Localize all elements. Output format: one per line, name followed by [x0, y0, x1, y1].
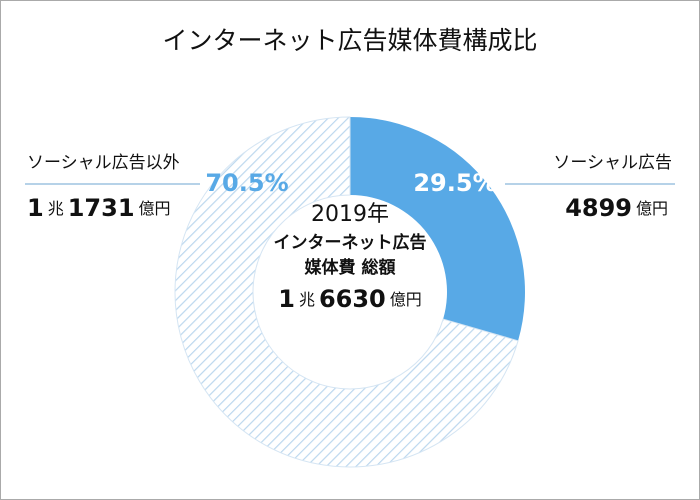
amount-part: 1	[27, 194, 44, 222]
amount-part: 6630	[319, 285, 386, 313]
total-label: 1 兆 6630 億円	[278, 285, 422, 313]
donut-slice	[350, 117, 525, 341]
amount-part: 4899	[565, 194, 632, 222]
amount-part: 兆	[299, 290, 315, 309]
amount-part: 兆	[48, 199, 64, 218]
amount-part: 億円	[139, 199, 171, 218]
amount-label: 4899 億円	[565, 194, 668, 222]
amount-part: 億円	[390, 290, 422, 309]
chart-title: インターネット広告媒体費構成比	[162, 26, 537, 55]
category-label: ソーシャル広告以外	[27, 153, 180, 173]
value-label: 70.5%	[205, 169, 288, 197]
amount-part: 億円	[636, 199, 668, 218]
amount-part: 1731	[68, 194, 135, 222]
center-text: 2019年	[311, 202, 389, 227]
donut-slice	[174, 116, 519, 468]
amount-label: 1 兆 1731 億円	[27, 194, 171, 222]
center-text: 媒体費 総額	[305, 257, 396, 278]
category-label: ソーシャル広告	[553, 153, 672, 173]
amount-part: 1	[278, 285, 295, 313]
center-text: インターネット広告	[274, 232, 427, 253]
value-label: 29.5%	[413, 169, 496, 197]
